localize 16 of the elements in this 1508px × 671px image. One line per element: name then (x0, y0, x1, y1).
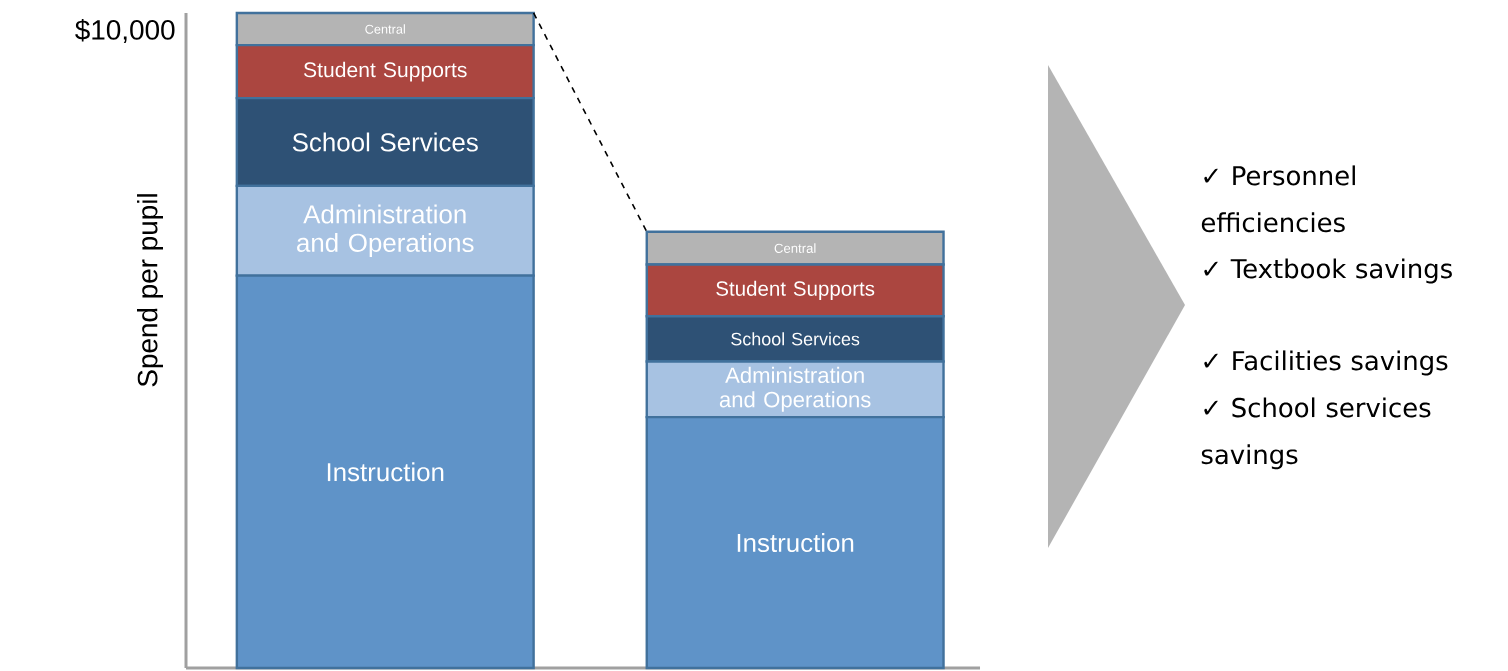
series-label: Instruction (737, 533, 854, 553)
text: Central (774, 243, 816, 253)
y-axis-title: Spend per pupil (137, 194, 163, 387)
series-label: Central (365, 24, 405, 34)
text: Instruction (327, 462, 444, 482)
text: ✓ Facilities savings (1204, 350, 1448, 376)
text: ✓ Personnel efficiencies (1201, 165, 1355, 233)
series-label: School Services (731, 332, 860, 346)
text: Student Supports (304, 61, 467, 82)
text: ✓ School services savings (1201, 397, 1431, 470)
text: Administration and Operations (297, 204, 474, 258)
text: $10,000 (75, 18, 175, 44)
series-label: Student Supports (716, 280, 875, 300)
series-label: Administration and Operations (719, 366, 871, 412)
text: ✓ Textbook savings (1204, 258, 1452, 284)
text: School Services (292, 132, 478, 152)
